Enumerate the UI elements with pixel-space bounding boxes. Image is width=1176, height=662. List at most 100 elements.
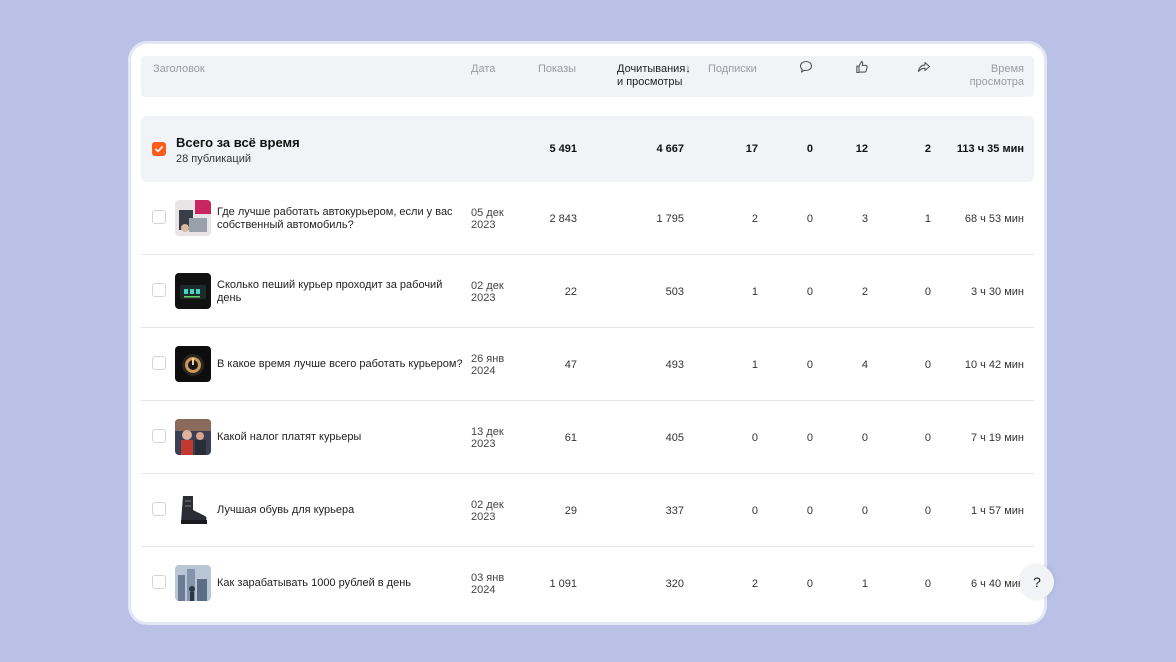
article-date-day: 13 дек — [471, 426, 504, 438]
article-date: 05 дек 2023 — [471, 207, 504, 231]
row-view-time: 3 ч 30 мин — [970, 286, 1024, 298]
article-thumbnail[interactable] — [175, 273, 211, 309]
article-date-day: 02 дек — [471, 280, 504, 292]
row-view-time: 68 ч 53 мин — [964, 213, 1024, 225]
row-view-time: 6 ч 40 мин — [970, 578, 1024, 590]
row-reads: 503 — [665, 286, 684, 298]
article-thumbnail[interactable] — [175, 200, 211, 236]
row-views: 47 — [564, 359, 577, 371]
row-shares: 0 — [924, 578, 931, 590]
row-checkbox[interactable] — [152, 283, 166, 297]
row-subscriptions: 1 — [751, 359, 758, 371]
row-subscriptions: 2 — [751, 213, 758, 225]
table-row[interactable]: Как зарабатывать 1000 рублей в день 03 я… — [141, 547, 1034, 620]
row-reads: 337 — [665, 505, 684, 517]
article-thumbnail[interactable] — [175, 492, 211, 528]
table-header: Заголовок Дата Показы Дочитывания↓ и про… — [141, 56, 1034, 97]
row-comments: 0 — [806, 359, 813, 371]
row-checkbox[interactable] — [152, 356, 166, 370]
total-shares: 2 — [924, 143, 931, 155]
article-date: 02 дек 2023 — [471, 499, 504, 523]
total-reads: 4 667 — [656, 143, 684, 155]
total-subscriptions: 17 — [745, 143, 758, 155]
row-view-time: 10 ч 42 мин — [964, 359, 1024, 371]
thumbs-up-icon[interactable] — [855, 60, 869, 74]
article-date-year: 2023 — [471, 219, 496, 231]
row-subscriptions: 0 — [751, 432, 758, 444]
row-reads: 493 — [665, 359, 684, 371]
total-views: 5 491 — [549, 143, 577, 155]
article-thumbnail[interactable] — [175, 565, 211, 601]
header-views[interactable]: Показы — [538, 63, 577, 75]
row-views: 61 — [564, 432, 577, 444]
help-button[interactable]: ? — [1020, 565, 1054, 599]
row-likes: 1 — [861, 578, 868, 590]
table-row[interactable]: Лучшая обувь для курьера 02 дек 2023 29 3… — [141, 474, 1034, 547]
share-icon[interactable] — [917, 60, 931, 74]
total-subtitle: 28 публикаций — [176, 153, 252, 165]
sort-arrow-icon: ↓ — [685, 63, 691, 75]
row-divider — [141, 327, 1034, 328]
total-view-time: 113 ч 35 мин — [956, 143, 1024, 155]
header-date[interactable]: Дата — [471, 63, 496, 75]
article-title[interactable]: Как зарабатывать 1000 рублей в день — [217, 577, 412, 589]
article-date: 02 дек 2023 — [471, 280, 504, 304]
header-view-time[interactable]: Время просмотра — [970, 63, 1024, 89]
table-row[interactable]: В какое время лучше всего работать курье… — [141, 328, 1034, 401]
row-checkbox[interactable] — [152, 210, 166, 224]
header-reads-line2: и просмотры — [617, 76, 683, 88]
row-checkbox[interactable] — [152, 429, 166, 443]
row-comments: 0 — [806, 213, 813, 225]
row-shares: 0 — [924, 359, 931, 371]
row-divider — [141, 254, 1034, 255]
row-checkbox[interactable] — [152, 575, 166, 589]
row-reads: 405 — [665, 432, 684, 444]
row-checkbox[interactable] — [152, 502, 166, 516]
row-likes: 4 — [861, 359, 868, 371]
header-title[interactable]: Заголовок — [153, 63, 205, 75]
row-comments: 0 — [806, 286, 813, 298]
row-shares: 0 — [924, 432, 931, 444]
article-thumbnail[interactable] — [175, 346, 211, 382]
row-view-time: 7 ч 19 мин — [970, 432, 1024, 444]
header-view-time-line1: Время — [990, 63, 1024, 75]
header-view-time-line2: просмотра — [969, 76, 1024, 88]
total-likes: 12 — [855, 143, 868, 155]
article-date-year: 2023 — [471, 438, 496, 450]
row-views: 22 — [564, 286, 577, 298]
article-title[interactable]: Какой налог платят курьеры — [217, 431, 362, 443]
row-views: 1 091 — [549, 578, 577, 590]
article-thumbnail[interactable] — [175, 419, 211, 455]
table-row[interactable]: Где лучше работать автокурьером, если у … — [141, 182, 1034, 255]
row-likes: 0 — [861, 432, 868, 444]
row-reads: 320 — [665, 578, 684, 590]
article-date-year: 2024 — [471, 365, 496, 377]
header-reads-line1: Дочитывания — [617, 63, 686, 75]
row-reads: 1 795 — [656, 213, 684, 225]
header-reads[interactable]: Дочитывания↓ и просмотры — [617, 63, 691, 89]
article-date-year: 2023 — [471, 511, 496, 523]
select-all-checkbox[interactable] — [152, 142, 166, 156]
comment-icon[interactable] — [799, 60, 813, 74]
article-title[interactable]: Лучшая обувь для курьера — [217, 504, 355, 516]
row-divider — [141, 473, 1034, 474]
article-title[interactable]: В какое время лучше всего работать курье… — [217, 358, 463, 370]
total-comments: 0 — [806, 143, 813, 155]
table-row[interactable]: Какой налог платят курьеры 13 дек 2023 61… — [141, 401, 1034, 474]
row-shares: 0 — [924, 505, 931, 517]
article-date: 26 янв 2024 — [471, 353, 504, 377]
row-divider — [141, 546, 1034, 547]
article-date-day: 26 янв — [471, 353, 505, 365]
article-date-day: 02 дек — [471, 499, 504, 511]
table-row[interactable]: Сколько пеший курьер проходит за рабочий… — [141, 255, 1034, 328]
article-date-day: 03 янв — [471, 572, 505, 584]
article-date: 13 дек 2023 — [471, 426, 504, 450]
article-date-year: 2024 — [471, 584, 496, 596]
header-subscriptions[interactable]: Подписки — [708, 63, 757, 75]
article-title[interactable]: Где лучше работать автокурьером, если у … — [217, 206, 453, 231]
stats-table-card: Заголовок Дата Показы Дочитывания↓ и про… — [131, 44, 1044, 622]
row-comments: 0 — [806, 505, 813, 517]
row-comments: 0 — [806, 578, 813, 590]
row-likes: 0 — [861, 505, 868, 517]
article-title[interactable]: Сколько пеший курьер проходит за рабочий… — [217, 279, 443, 304]
